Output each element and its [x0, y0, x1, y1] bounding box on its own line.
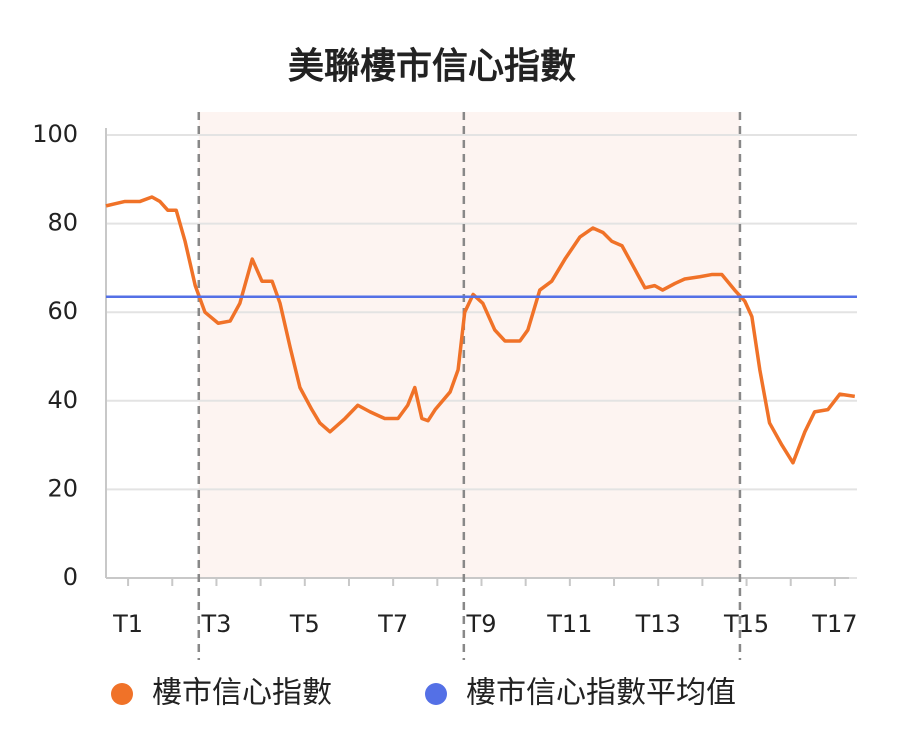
y-tick-label: 20: [47, 474, 78, 502]
y-tick-label: 80: [47, 209, 78, 237]
chart-title: 美聯樓市信心指數: [288, 46, 576, 87]
y-tick-label: 60: [47, 297, 78, 325]
x-tick-label: T7: [377, 610, 408, 638]
legend-label: 樓市信心指數: [152, 676, 332, 711]
x-tick-label: T5: [289, 610, 320, 638]
x-tick-label: T9: [466, 610, 497, 638]
line-series: [105, 195, 856, 465]
legend-marker: [111, 683, 133, 705]
legend-label: 樓市信心指數平均值: [466, 676, 736, 711]
x-tick-label: T13: [635, 610, 681, 638]
x-tick-label: T1: [112, 610, 143, 638]
shaded-range: [198, 112, 740, 578]
y-tick-label: 0: [63, 563, 78, 591]
y-tick-label: 40: [47, 386, 78, 414]
legend-marker: [425, 683, 447, 705]
x-tick-label: T11: [546, 610, 592, 638]
x-tick-label: T3: [200, 610, 231, 638]
x-tick-label: T15: [723, 610, 769, 638]
x-tick-label: T17: [811, 610, 857, 638]
y-tick-label: 100: [32, 120, 78, 148]
